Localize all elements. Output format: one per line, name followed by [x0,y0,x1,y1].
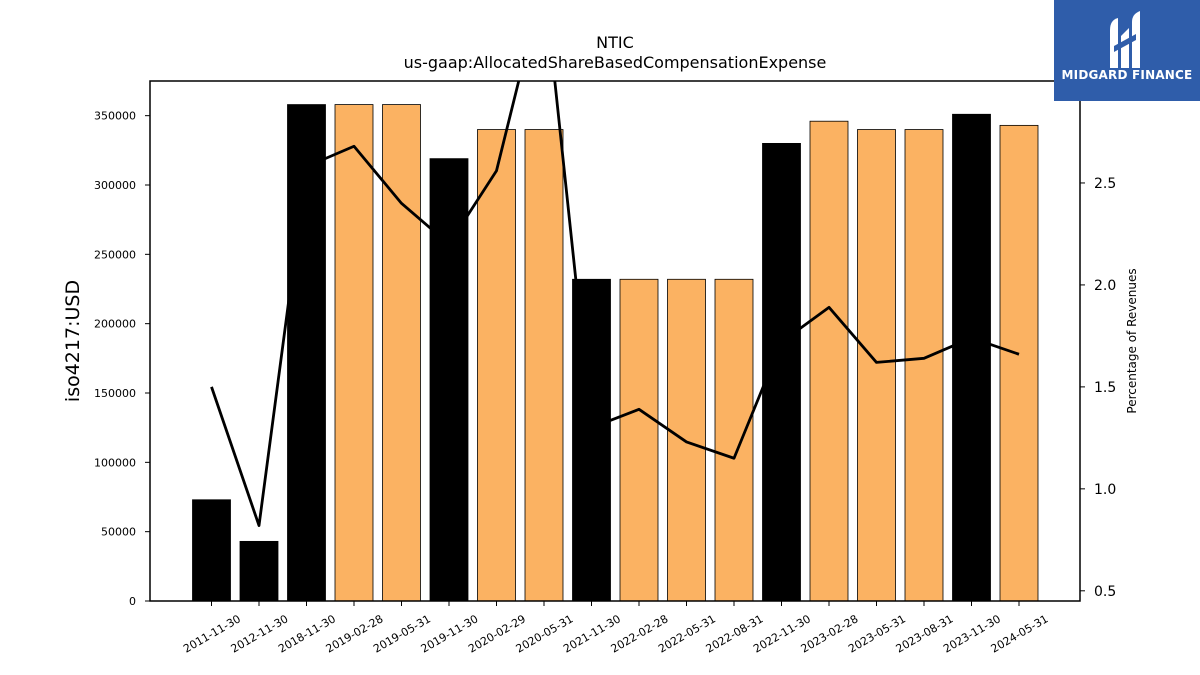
y2-axis-label: Percentage of Revenues [1125,268,1139,413]
percentage-line-series [210,81,1020,527]
bar-2023-02-28 [809,120,849,602]
bar-2020-05-31 [524,129,564,602]
percentage-line [210,81,1020,527]
y-tick-label: 0 [129,595,136,608]
bar-2022-02-28 [619,278,659,602]
x-axis: 2011-11-302012-11-302018-11-302019-02-28… [181,601,1051,656]
bar-series [192,104,1039,602]
y2-axis: 0.5 1.0 1.5 2.0 2.5 [1080,176,1116,600]
brand-name: MIDGARD FINANCE [1061,68,1193,82]
y-tick-label: 150000 [94,387,136,400]
y-axis: 0 50000 100000 150000 200000 250000 300000 3500… [94,110,150,608]
bar-2024-05-31 [999,124,1039,602]
midgard-logo-icon [1110,11,1140,68]
y-tick-label: 250000 [94,248,136,261]
bar-2023-05-31 [857,129,896,602]
y2-tick-label: 1.0 [1094,482,1116,498]
brand-logo: MIDGARD FINANCE [1054,0,1200,101]
bar-2023-08-31 [904,129,944,602]
bar-2011-11-30 [192,499,231,602]
y-tick-label: 200000 [94,318,136,331]
bar-2020-02-29 [477,129,516,602]
bar-2021-11-30 [572,278,611,602]
chart-subtitle: us-gaap:AllocatedShareBasedCompensationE… [404,53,827,72]
y-tick-label: 300000 [94,179,136,192]
y2-tick-label: 1.5 [1094,380,1116,396]
bar-2023-11-30 [952,113,991,602]
y2-tick-label: 2.5 [1094,176,1116,192]
y-tick-label: 350000 [94,110,136,123]
y-tick-label: 100000 [94,456,136,469]
bar-2018-11-30 [287,104,326,602]
y-axis-label: iso4217:USD [62,280,84,402]
chart-title: NTIC [596,33,634,52]
plot-frame [149,80,1081,602]
bar-2019-02-28 [334,104,374,602]
bar-2012-11-30 [239,540,279,602]
y2-tick-label: 2.0 [1094,278,1116,294]
y2-tick-label: 0.5 [1094,584,1116,600]
bar-2019-05-31 [382,104,421,602]
bar-2022-05-31 [667,278,706,602]
y-tick-label: 50000 [101,526,136,539]
bar-2022-08-31 [714,278,754,602]
